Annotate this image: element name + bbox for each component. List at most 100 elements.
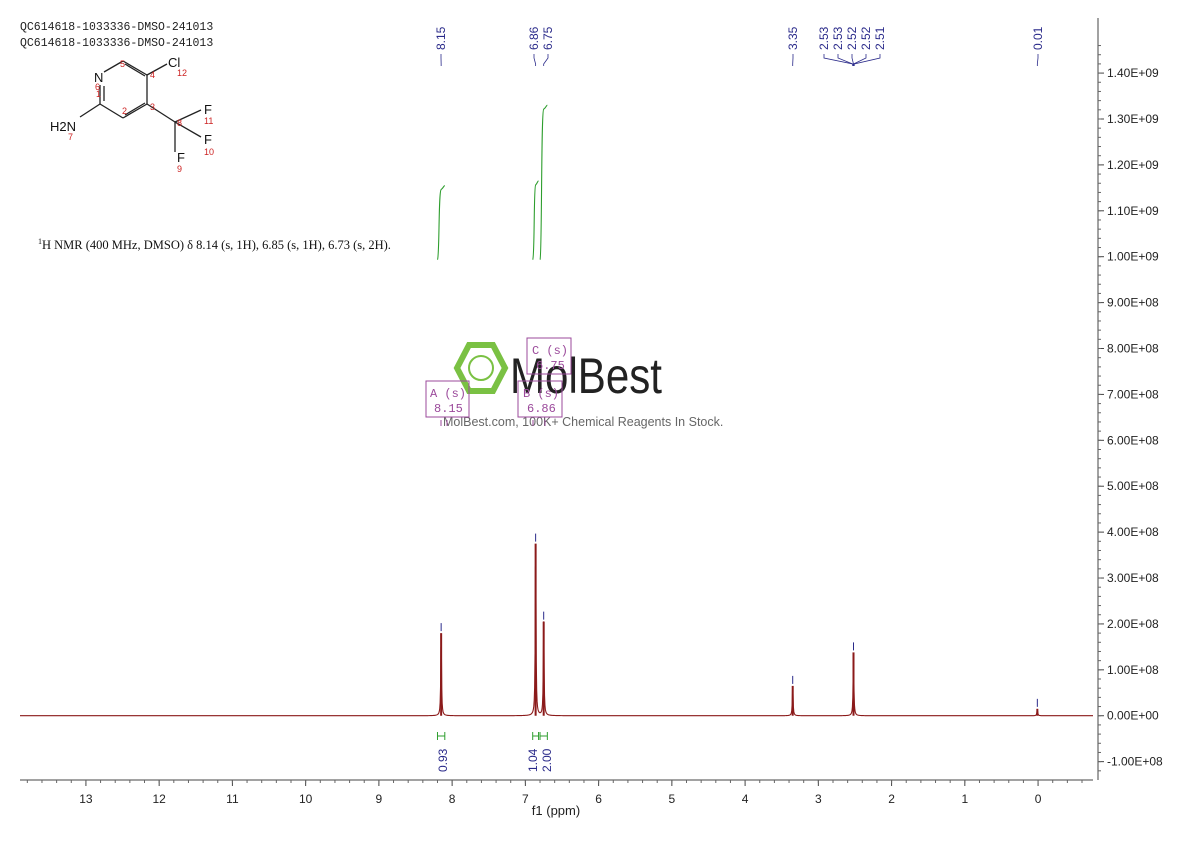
atom-nh2-label: H2N [50, 119, 76, 134]
atom-number: 11 [204, 116, 213, 126]
peak-label: 2.53 [831, 26, 845, 50]
y-tick-label: 6.00E+08 [1107, 433, 1159, 447]
y-tick-label: 1.40E+09 [1107, 66, 1159, 80]
integral-value: 2.00 [540, 748, 554, 772]
atom-f-label-2: F [204, 132, 212, 147]
y-tick-label: 9.00E+08 [1107, 296, 1159, 310]
y-axis-ticks: -1.00E+08 0.00E+00 1.00E+08 2.00E+08 3.00E+0… [1098, 45, 1163, 772]
spectrum-trace-layer [20, 533, 1093, 717]
peak-label-leader [837, 54, 854, 66]
y-tick-label: 1.00E+09 [1107, 250, 1159, 264]
atom-n-label: N [94, 70, 103, 85]
integral-value: 0.93 [436, 748, 450, 772]
peak-label-leader [853, 54, 867, 66]
multiplet-label-b: B (s) [523, 387, 559, 401]
y-tick-label: 0.00E+00 [1107, 709, 1159, 723]
multiplet-label-a: A (s) [430, 387, 466, 401]
peak-label: 8.15 [434, 26, 448, 50]
y-tick-label: 8.00E+08 [1107, 342, 1159, 356]
multiplet-value-c: 6.75 [536, 359, 565, 373]
peak-label-leader [853, 54, 881, 66]
atom-number: 7 [68, 132, 73, 142]
atom-cl-label: Cl [168, 55, 180, 70]
y-tick-label: 5.00E+08 [1107, 479, 1159, 493]
peak-label: 6.75 [541, 26, 555, 50]
peak-label-leader [533, 54, 537, 66]
x-tick-label: 2 [888, 792, 895, 806]
nmr-summary-superscript: 1 [38, 237, 42, 246]
x-tick-label: 13 [79, 792, 93, 806]
watermark-brand: MolBest [510, 348, 662, 404]
multiplet-value-a: 8.15 [434, 402, 463, 416]
nmr-summary-text: H NMR (400 MHz, DMSO) δ 8.14 (s, 1H), 6.… [42, 238, 391, 252]
peak-label: 2.51 [873, 26, 887, 50]
x-tick-label: 4 [742, 792, 749, 806]
y-tick-label: -1.00E+08 [1107, 755, 1163, 769]
chemical-structure [79, 60, 202, 152]
integral-value: 1.04 [526, 748, 540, 772]
y-tick-label: 3.00E+08 [1107, 571, 1159, 585]
integration-curves: 0.93 1.04 2.00 [436, 104, 554, 772]
atom-number: 6 [95, 82, 100, 92]
atom-number: 2 [122, 106, 127, 116]
x-tick-label: 6 [595, 792, 602, 806]
y-tick-label: 1.30E+09 [1107, 112, 1159, 126]
atom-number: 12 [177, 68, 187, 78]
x-tick-label: 10 [299, 792, 313, 806]
multiplet-box-a [425, 380, 470, 418]
x-tick-label: 0 [1035, 792, 1042, 806]
peak-label: 3.35 [786, 26, 800, 50]
watermark-tagline: MolBest.com, 100K+ Chemical Reagents In … [443, 415, 723, 429]
x-tick-label: 9 [376, 792, 383, 806]
multiplet-box-c [526, 337, 572, 375]
peak-labels: 8.15 6.86 6.75 3.35 2.53 2.53 2.52 2.52 2.51 0.01 [434, 26, 1045, 66]
x-tick-label: 12 [152, 792, 166, 806]
y-tick-label: 4.00E+08 [1107, 525, 1159, 539]
x-tick-label: 1 [961, 792, 968, 806]
peak-label: 2.52 [859, 26, 873, 50]
x-axis-ticks: 13 12 11 10 9 8 7 6 5 4 3 2 1 0 [26, 780, 1083, 806]
atom-number: 3 [150, 102, 155, 112]
y-tick-label: 7.00E+08 [1107, 387, 1159, 401]
atom-number: 1 [96, 89, 101, 99]
y-tick-label: 1.10E+09 [1107, 204, 1159, 218]
multiplet-box-b [517, 380, 563, 418]
sample-id-line-1: QC614618-1033336-DMSO-241013 [20, 21, 213, 34]
y-tick-label: 1.20E+09 [1107, 158, 1159, 172]
integral-curve [436, 184, 445, 260]
peak-label: 2.53 [817, 26, 831, 50]
x-tick-label: 11 [226, 792, 239, 806]
structure-atom-numbers: 1 2 3 4 5 6 7 8 9 10 11 12 [68, 59, 214, 174]
x-axis-title: f1 (ppm) [532, 803, 580, 818]
x-tick-label: 8 [449, 792, 456, 806]
multiplet-value-b: 6.86 [527, 402, 556, 416]
peak-label-leader [543, 54, 549, 66]
integral-curve [532, 180, 539, 260]
y-tick-label: 2.00E+08 [1107, 617, 1159, 631]
atom-number: 5 [120, 59, 125, 69]
atom-f-label-1: F [204, 102, 212, 117]
peak-label-leader [1036, 54, 1039, 66]
multiplet-annotations: A (s) 8.15 C (s) 6.75 B (s) 6.86 [425, 337, 572, 426]
sample-id-line-2: QC614618-1033336-DMSO-241013 [20, 37, 213, 50]
integral-curve [539, 104, 548, 260]
peak-label: 6.86 [527, 26, 541, 50]
atom-number: 10 [204, 147, 214, 157]
logo-hexagon-icon [453, 342, 509, 394]
atom-number: 4 [150, 70, 155, 80]
logo-ring-icon [468, 355, 494, 381]
peak-label: 0.01 [1031, 26, 1045, 50]
x-tick-label: 5 [669, 792, 676, 806]
x-tick-label: 7 [522, 792, 529, 806]
peak-label: 2.52 [845, 26, 859, 50]
y-tick-label: 1.00E+08 [1107, 663, 1159, 677]
multiplet-label-c: C (s) [532, 344, 568, 358]
watermark: MolBest MolBest.com, 100K+ Chemical Reag… [443, 342, 723, 429]
atom-number: 9 [177, 164, 182, 174]
x-tick-label: 3 [815, 792, 822, 806]
atom-number: 8 [177, 118, 182, 128]
spectrum-trace [20, 566, 1093, 717]
atom-f-label-3: F [177, 150, 185, 165]
structure-atom-labels: N Cl H2N F F F [50, 55, 212, 165]
